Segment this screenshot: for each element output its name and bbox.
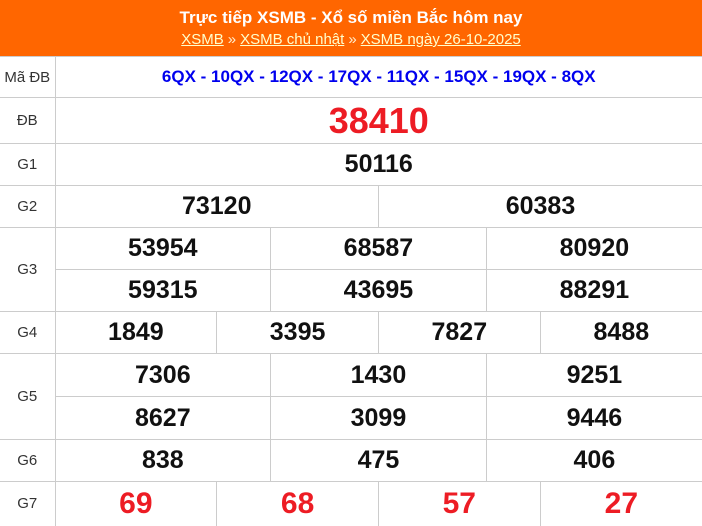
row-g6: G6 838 475 406 bbox=[0, 439, 702, 482]
prize-label-g1: G1 bbox=[0, 143, 56, 186]
prize-cell: 73120 bbox=[54, 185, 379, 228]
prize-cell: 80920 bbox=[485, 227, 702, 270]
prize-cell-g7: 57 bbox=[377, 481, 541, 526]
prize-cell-g7: 68 bbox=[216, 481, 379, 526]
prize-cell: 838 bbox=[54, 439, 272, 482]
results-table: Mã ĐB 6QX - 10QX - 12QX - 17QX - 11QX - … bbox=[0, 56, 702, 526]
prize-label-ma-db: Mã ĐB bbox=[0, 56, 56, 98]
prize-cell: 88291 bbox=[485, 269, 702, 312]
prize-cell-g7: 69 bbox=[54, 481, 218, 526]
prize-cell: 7827 bbox=[377, 311, 541, 354]
prize-cell: 1430 bbox=[270, 353, 487, 397]
prize-cell-db: 38410 bbox=[54, 97, 702, 144]
prize-cell: 406 bbox=[485, 439, 702, 482]
prize-cell: 9446 bbox=[485, 396, 702, 440]
prize-cell: 53954 bbox=[54, 227, 272, 270]
row-g3-line2: 59315 43695 88291 bbox=[0, 269, 702, 312]
row-g5-line2: 8627 3099 9446 bbox=[0, 396, 702, 440]
breadcrumb-link-xsmb[interactable]: XSMB bbox=[181, 31, 224, 48]
prize-label-g7: G7 bbox=[0, 481, 56, 526]
prize-cell: 7306 bbox=[54, 353, 272, 397]
row-g4: G4 1849 3395 7827 8488 bbox=[0, 311, 702, 354]
header-banner: Trực tiếp XSMB - Xổ số miền Bắc hôm nay … bbox=[0, 0, 702, 56]
row-g2: G2 73120 60383 bbox=[0, 185, 702, 228]
prize-cell: 43695 bbox=[270, 269, 487, 312]
row-g3-line1: G3 53954 68587 80920 bbox=[0, 227, 702, 312]
breadcrumb-separator: » bbox=[227, 31, 237, 48]
breadcrumb: XSMB» XSMB chủ nhật» XSMB ngày 26-10-2025 bbox=[0, 29, 702, 50]
prize-label-g2: G2 bbox=[0, 185, 56, 228]
prize-cell: 3395 bbox=[216, 311, 379, 354]
prize-cell: 8488 bbox=[539, 311, 702, 354]
prize-label-g3: G3 bbox=[0, 227, 56, 312]
page-title: Trực tiếp XSMB - Xổ số miền Bắc hôm nay bbox=[179, 8, 523, 27]
prize-cell: 50116 bbox=[54, 143, 702, 186]
prize-cell: 68587 bbox=[270, 227, 487, 270]
special-code-cell: 6QX - 10QX - 12QX - 17QX - 11QX - 15QX -… bbox=[54, 56, 702, 98]
prize-cell: 60383 bbox=[377, 185, 702, 228]
prize-cell: 9251 bbox=[485, 353, 702, 397]
row-g1: G1 50116 bbox=[0, 143, 702, 186]
prize-label-db: ĐB bbox=[0, 97, 56, 144]
breadcrumb-link-xsmb-ngay[interactable]: XSMB ngày 26-10-2025 bbox=[360, 31, 521, 48]
breadcrumb-separator: » bbox=[348, 31, 357, 48]
row-g5-line1: G5 7306 1430 9251 bbox=[0, 353, 702, 440]
prize-cell: 3099 bbox=[270, 396, 487, 440]
breadcrumb-link-xsmb-chu-nhat[interactable]: XSMB chủ nhật bbox=[240, 31, 345, 48]
prize-cell: 475 bbox=[270, 439, 487, 482]
prize-cell: 1849 bbox=[54, 311, 218, 354]
row-db: ĐB 38410 bbox=[0, 97, 702, 144]
prize-cell: 59315 bbox=[55, 269, 272, 312]
row-g7: G7 69 68 57 27 bbox=[0, 481, 702, 526]
prize-label-g4: G4 bbox=[0, 311, 56, 354]
prize-label-g6: G6 bbox=[0, 439, 56, 482]
prize-cell-g7: 27 bbox=[539, 481, 702, 526]
prize-label-g5: G5 bbox=[0, 353, 56, 440]
row-ma-db: Mã ĐB 6QX - 10QX - 12QX - 17QX - 11QX - … bbox=[0, 56, 702, 98]
prize-cell: 8627 bbox=[55, 396, 272, 440]
